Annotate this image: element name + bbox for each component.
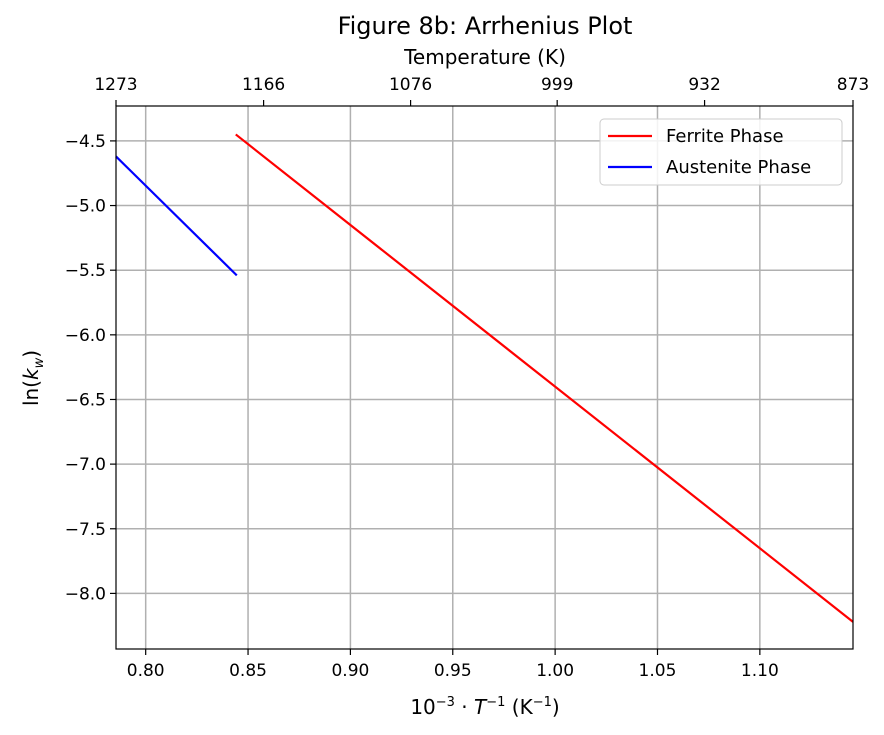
y-tick-label: −6.0	[65, 326, 106, 346]
series-layer	[115, 133, 854, 623]
x-title-base: 10	[410, 695, 435, 719]
tick-layer: 0.80 0.85 0.90 0.95 1.00 1.05 1.10 −4.5 −5.0 −5.5…	[65, 75, 870, 681]
top-axis-title: Temperature (K)	[403, 45, 566, 69]
x-title-unit-open: (K	[505, 695, 533, 719]
top-tick-label: 873	[837, 75, 869, 95]
y-tick-label: −7.5	[65, 520, 106, 540]
y-tick-label: −8.0	[65, 584, 106, 604]
x-tick-label: 0.95	[434, 661, 472, 681]
y-title-fn-close: )	[19, 350, 43, 358]
x-tick-label: 1.05	[639, 661, 677, 681]
x-title-unit-close: )	[552, 695, 560, 719]
top-tick-label: 1273	[94, 75, 137, 95]
x-tick-label: 0.90	[331, 661, 369, 681]
x-title-exp1: −3	[436, 695, 455, 710]
top-tick-label: 1076	[389, 75, 432, 95]
plot-frame	[115, 105, 854, 650]
x-title-unit-exp: −1	[533, 695, 552, 710]
chart-title: Figure 8b: Arrhenius Plot	[338, 12, 633, 40]
x-title-exp2: −1	[486, 695, 505, 710]
grid-lines	[116, 106, 853, 649]
x-tick-label: 1.10	[741, 661, 779, 681]
legend-label-austenite: Austenite Phase	[666, 157, 811, 178]
series-line-ferrite-phase	[235, 133, 854, 623]
legend-box	[599, 118, 843, 186]
y-tick-label: −7.0	[65, 455, 106, 475]
x-title-var: T	[474, 695, 488, 719]
x-title-dot: ·	[455, 695, 474, 719]
top-tick-label: 932	[688, 75, 720, 95]
top-tick-label: 999	[541, 75, 573, 95]
y-title-var: k	[19, 367, 43, 380]
y-tick-label: −4.5	[65, 132, 106, 152]
series-line-austenite-phase	[115, 155, 238, 277]
x-tick-label: 0.85	[229, 661, 267, 681]
y-tick-label: −5.0	[65, 197, 106, 217]
y-tick-label: −5.5	[65, 261, 106, 281]
x-tick-label: 1.00	[536, 661, 574, 681]
x-axis-title: 10−3 · T−1 (K−1)	[410, 695, 559, 719]
legend: Ferrite Phase Austenite Phase	[599, 118, 843, 186]
legend-label-ferrite: Ferrite Phase	[666, 126, 784, 147]
x-tick-label: 0.80	[127, 661, 165, 681]
y-title-sub: w	[32, 357, 47, 368]
y-axis-title: ln(kw)	[19, 350, 47, 406]
y-title-fn-open: ln(	[19, 380, 43, 406]
top-tick-label: 1166	[242, 75, 285, 95]
y-tick-label: −6.5	[65, 390, 106, 410]
